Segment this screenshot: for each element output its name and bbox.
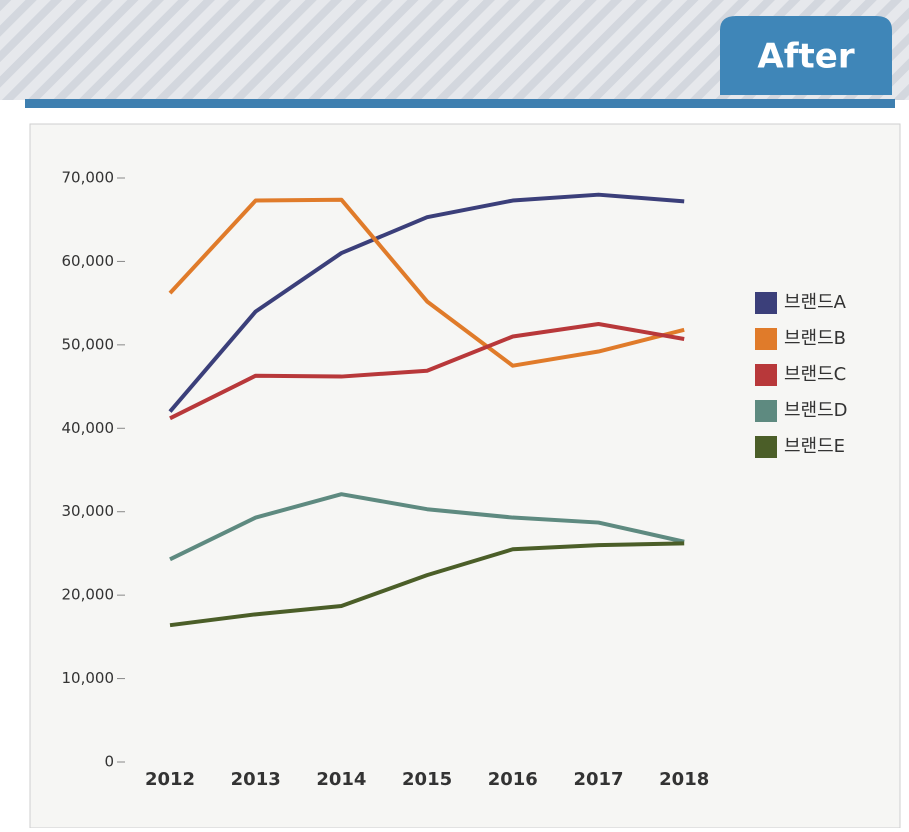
series-line (169, 322, 685, 421)
legend-label: 브랜드B (784, 328, 846, 349)
y-tick-label: 0 (104, 753, 114, 771)
x-tick-label: 2015 (402, 769, 452, 790)
x-tick-label: 2013 (231, 769, 281, 790)
legend-swatch (755, 364, 777, 386)
header-rule (25, 99, 895, 108)
y-tick-label: 40,000 (62, 419, 115, 437)
x-tick-label: 2016 (488, 769, 538, 790)
series-line (168, 197, 685, 368)
x-tick-label: 2018 (659, 769, 709, 790)
y-tick-label: 20,000 (62, 586, 115, 604)
y-tick-label: 50,000 (62, 335, 115, 353)
legend-swatch (755, 436, 777, 458)
series-line (169, 492, 685, 562)
legend-label: 브랜드E (784, 436, 845, 457)
legend-swatch (755, 328, 777, 350)
y-tick-label: 60,000 (62, 252, 115, 270)
legend-swatch (755, 400, 777, 422)
series-line (169, 541, 685, 628)
legend-label: 브랜드C (784, 364, 846, 385)
x-tick-label: 2014 (316, 769, 366, 790)
x-tick-label: 2017 (573, 769, 623, 790)
badge-text: After (757, 37, 854, 77)
y-tick-label: 70,000 (62, 169, 115, 187)
legend-label: 브랜드A (784, 292, 847, 313)
legend-swatch (755, 292, 777, 314)
y-tick-label: 10,000 (62, 669, 115, 687)
x-tick-label: 2012 (145, 769, 195, 790)
y-tick-label: 30,000 (62, 502, 115, 520)
card (29, 123, 901, 829)
badge (720, 16, 892, 95)
series-line (168, 192, 685, 413)
legend-label: 브랜드D (784, 400, 848, 421)
